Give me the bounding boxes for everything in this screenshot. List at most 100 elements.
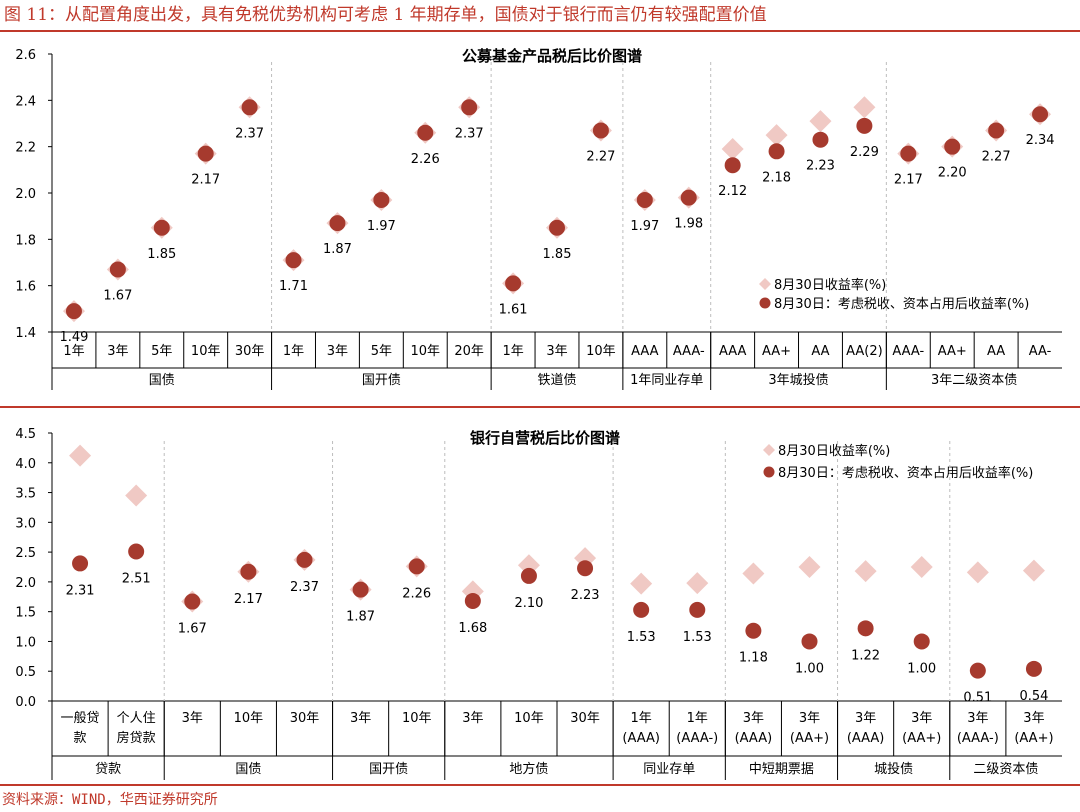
data-label: 0.51 — [963, 691, 992, 706]
data-label: 1.71 — [279, 279, 308, 294]
y-tick-label: 2.0 — [15, 576, 36, 591]
diamond-point — [742, 562, 765, 585]
data-label: 2.37 — [290, 580, 319, 595]
y-tick-label: 1.8 — [15, 233, 36, 248]
circle-point — [768, 143, 785, 160]
diamond-point — [125, 484, 148, 507]
data-label: 1.97 — [630, 219, 659, 234]
diamond-point — [798, 556, 821, 578]
circle-point — [153, 219, 170, 236]
y-tick-label: 4.0 — [15, 457, 36, 472]
circle-point — [636, 191, 653, 208]
circle-point — [241, 99, 258, 116]
data-label: 2.12 — [718, 184, 747, 199]
y-tick-label: 1.5 — [15, 606, 36, 621]
circle-point — [1032, 106, 1049, 123]
x-category-label: 3年(AA+) — [1014, 711, 1053, 746]
bottom-rule — [0, 784, 1080, 786]
x-group-label: 国债 — [235, 762, 261, 777]
axes: 1.41.61.82.02.22.42.61年 3年 5年 10年 30年 1年 3年 5年 1… — [15, 48, 1062, 390]
x-group-label: 国债 — [149, 373, 175, 388]
x-group-label: 3年城投债 — [768, 372, 828, 388]
data-label: 1.18 — [739, 651, 768, 666]
y-tick-label: 2.0 — [15, 187, 36, 202]
diamond-point — [686, 572, 709, 595]
x-group-label: 贷款 — [95, 762, 121, 777]
circle-point — [680, 189, 697, 206]
x-group-label: 3年二级资本债 — [931, 373, 1017, 388]
circle-point — [857, 620, 874, 637]
circle-point — [689, 601, 706, 618]
y-tick-label: 2.5 — [15, 546, 36, 561]
data-label: 0.54 — [1019, 689, 1048, 704]
x-group-label: 1年同业存单 — [630, 373, 703, 388]
circle-point — [184, 593, 201, 610]
x-category-label: 1年 — [502, 344, 523, 359]
legend-diamond-marker — [763, 444, 775, 456]
data-points: 1.49 1.67 1.85 2.17 2.37 1.71 1.87 1.97 2.26 2.37… — [59, 96, 1055, 345]
circle-point — [812, 131, 829, 148]
circle-point — [417, 124, 434, 141]
data-label: 2.29 — [850, 145, 879, 160]
diamond-point — [1022, 559, 1045, 582]
x-group-label: 国开债 — [362, 373, 401, 388]
top-rule — [0, 30, 1080, 32]
data-label: 2.20 — [938, 166, 967, 181]
x-category-label: 一般贷款 — [61, 710, 100, 746]
x-category-label: 10年 — [191, 344, 221, 359]
data-label: 1.85 — [147, 247, 176, 262]
y-tick-label: 2.4 — [15, 94, 36, 109]
x-category-label: AAA- — [892, 344, 924, 359]
circle-point — [296, 551, 313, 568]
data-label: 2.17 — [191, 173, 220, 188]
x-category-label: 10年 — [410, 344, 440, 359]
circle-point — [505, 275, 522, 292]
circle-point — [464, 592, 481, 609]
chart-title: 公募基金产品税后比价图谱 — [462, 47, 642, 65]
x-group-label: 铁道债 — [537, 373, 576, 388]
diamond-point — [854, 560, 877, 583]
circle-point — [913, 633, 930, 650]
x-group-label: 地方债 — [509, 761, 548, 777]
circle-point — [329, 215, 346, 232]
x-category-label: AA — [987, 344, 1005, 359]
circle-point — [240, 563, 257, 580]
data-label: 2.27 — [982, 149, 1011, 164]
x-category-label: 个人住房贷款 — [117, 711, 156, 746]
y-tick-label: 3.5 — [15, 487, 36, 502]
diamond-point — [809, 110, 832, 133]
data-label: 1.68 — [458, 621, 487, 636]
circle-point — [944, 138, 961, 155]
x-category-label: AAA — [719, 344, 747, 359]
data-label: 1.53 — [627, 630, 656, 645]
x-category-label: 3年 — [546, 344, 567, 359]
data-label: 1.97 — [367, 219, 396, 234]
x-category-label: AA+ — [762, 344, 791, 359]
data-label: 2.26 — [411, 152, 440, 167]
data-label: 1.98 — [674, 217, 703, 232]
data-label: 1.87 — [346, 610, 375, 625]
data-label: 2.51 — [122, 572, 151, 587]
circle-point — [577, 560, 594, 577]
chart-bank-tax-adjusted: 银行自营税后比价图谱 8月30日收益率(%) 8月30日：考虑税收、资本占用后收… — [15, 427, 1062, 780]
data-label: 2.17 — [894, 173, 923, 188]
x-category-label: 1年(AAA-) — [676, 711, 718, 746]
data-label: 1.67 — [103, 288, 132, 303]
diamond-point — [461, 580, 484, 603]
y-tick-label: 2.2 — [15, 141, 36, 156]
circle-point — [549, 219, 565, 236]
legend: 8月30日收益率(%) 8月30日：考虑税收、资本占用后收益率(%) — [763, 443, 1033, 481]
data-label: 2.23 — [571, 588, 600, 603]
x-category-label: 10年 — [402, 711, 432, 726]
x-category-label: AA — [811, 344, 829, 359]
data-label: 1.67 — [178, 622, 207, 637]
legend-diamond-label: 8月30日收益率(%) — [778, 443, 890, 459]
data-label: 1.53 — [683, 630, 712, 645]
circle-point — [352, 581, 369, 598]
x-category-label: 3年 — [107, 344, 128, 359]
circle-point — [197, 145, 214, 162]
x-group-label: 二级资本债 — [973, 762, 1038, 777]
circle-point — [1025, 660, 1042, 677]
circle-point — [856, 117, 873, 134]
circle-point — [520, 567, 537, 584]
